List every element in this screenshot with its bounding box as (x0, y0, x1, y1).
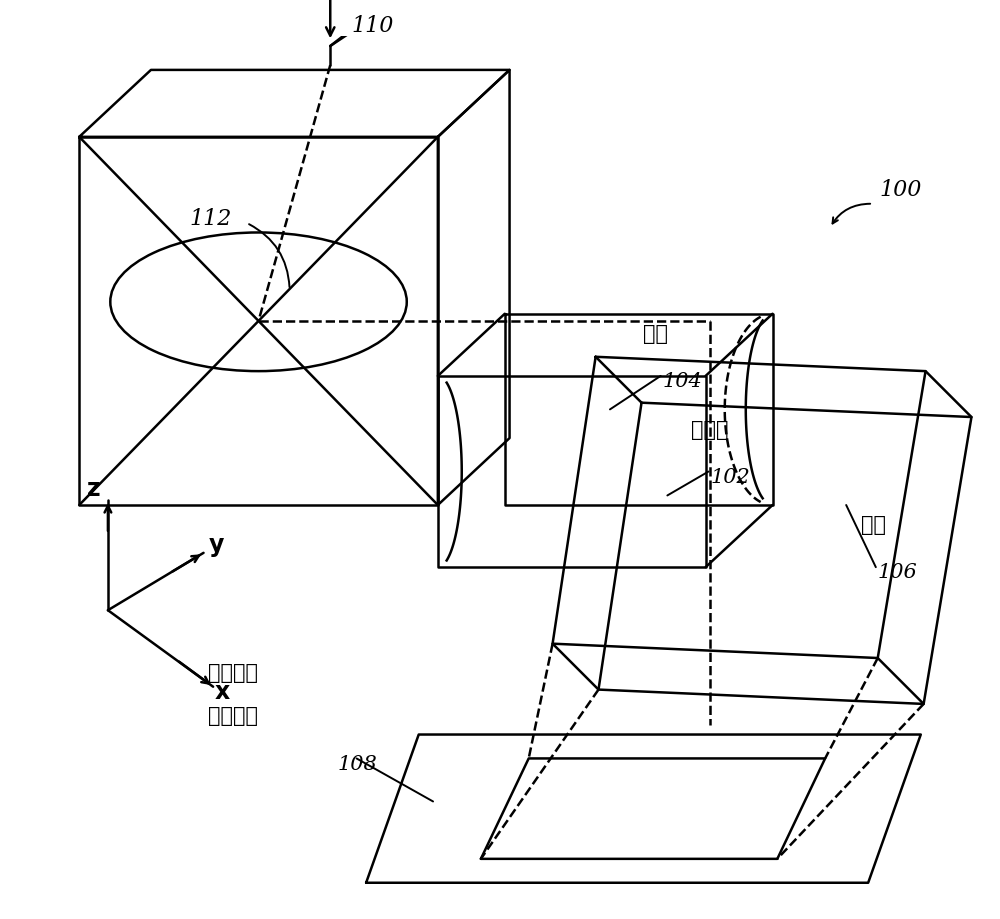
Text: 104: 104 (663, 372, 702, 391)
Text: 棱镜: 棱镜 (861, 515, 886, 535)
Text: z: z (87, 477, 101, 501)
Text: 器封装件: 器封装件 (208, 706, 258, 726)
Text: 110: 110 (351, 16, 394, 38)
Text: 图像传感: 图像传感 (208, 663, 258, 683)
Text: 106: 106 (878, 562, 917, 582)
Text: 100: 100 (880, 179, 922, 201)
Text: 108: 108 (337, 754, 377, 773)
Text: y: y (208, 532, 224, 556)
Text: 透镜组: 透镜组 (691, 419, 729, 439)
Text: 102: 102 (710, 468, 750, 486)
FancyArrowPatch shape (249, 225, 289, 288)
Text: 112: 112 (189, 208, 232, 230)
Text: x: x (215, 679, 230, 703)
Text: 棱镜: 棱镜 (643, 323, 668, 344)
